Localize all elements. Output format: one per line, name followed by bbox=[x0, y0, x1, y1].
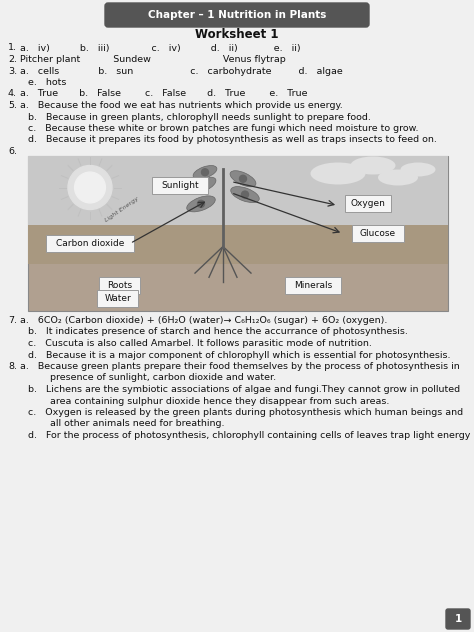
Text: b.   Because in green plants, chlorophyll needs sunlight to prepare food.: b. Because in green plants, chlorophyll … bbox=[28, 112, 371, 121]
FancyBboxPatch shape bbox=[46, 235, 134, 252]
Ellipse shape bbox=[231, 186, 259, 202]
Text: presence of sunlight, carbon dioxide and water.: presence of sunlight, carbon dioxide and… bbox=[32, 374, 276, 382]
Text: e.   hots: e. hots bbox=[28, 78, 66, 87]
FancyBboxPatch shape bbox=[98, 290, 138, 307]
Text: b.   It indicates presence of starch and hence the accurrance of photosynthesis.: b. It indicates presence of starch and h… bbox=[28, 327, 408, 336]
Text: d.   Because it prepares its food by photosynthesis as well as traps insects to : d. Because it prepares its food by photo… bbox=[28, 135, 437, 145]
FancyBboxPatch shape bbox=[152, 177, 208, 194]
Text: 1: 1 bbox=[455, 614, 462, 624]
Text: c.   Cuscuta is also called Amarbel. It follows parasitic mode of nutrition.: c. Cuscuta is also called Amarbel. It fo… bbox=[28, 339, 372, 348]
Text: Carbon dioxide: Carbon dioxide bbox=[56, 239, 124, 248]
FancyBboxPatch shape bbox=[285, 277, 341, 294]
Ellipse shape bbox=[193, 166, 217, 179]
Ellipse shape bbox=[350, 157, 395, 174]
Text: Sunlight: Sunlight bbox=[161, 181, 199, 190]
Text: 6.: 6. bbox=[8, 147, 17, 156]
Circle shape bbox=[68, 166, 112, 209]
Ellipse shape bbox=[187, 196, 215, 212]
Text: Chapter – 1 Nutrition in Plants: Chapter – 1 Nutrition in Plants bbox=[148, 10, 326, 20]
Text: Light Energy: Light Energy bbox=[104, 196, 140, 223]
Text: Minerals: Minerals bbox=[294, 281, 332, 290]
Text: Oxygen: Oxygen bbox=[351, 199, 385, 208]
Text: Roots: Roots bbox=[108, 281, 133, 290]
Text: Worksheet 1: Worksheet 1 bbox=[195, 28, 279, 40]
FancyBboxPatch shape bbox=[28, 155, 448, 248]
FancyBboxPatch shape bbox=[446, 609, 470, 629]
Text: a.   True       b.   False        c.   False       d.   True        e.   True: a. True b. False c. False d. True e. Tru… bbox=[20, 90, 308, 99]
Text: Glucose: Glucose bbox=[360, 229, 396, 238]
FancyBboxPatch shape bbox=[100, 277, 140, 294]
Circle shape bbox=[241, 191, 248, 198]
Circle shape bbox=[201, 169, 209, 176]
Text: c.   Oxygen is released by the green plants during photosynthesis which human be: c. Oxygen is released by the green plant… bbox=[28, 408, 463, 417]
Text: all other animals need for breathing.: all other animals need for breathing. bbox=[32, 420, 225, 428]
FancyBboxPatch shape bbox=[352, 225, 404, 242]
Text: a.   Because the food we eat has nutrients which provide us energy.: a. Because the food we eat has nutrients… bbox=[20, 101, 343, 110]
Text: d.   For the process of photosynthesis, chlorophyll containing cells of leaves t: d. For the process of photosynthesis, ch… bbox=[28, 431, 470, 440]
FancyBboxPatch shape bbox=[345, 195, 391, 212]
FancyBboxPatch shape bbox=[28, 225, 448, 264]
Text: a.   iv)          b.   iii)              c.   iv)          d.   ii)            e: a. iv) b. iii) c. iv) d. ii) e bbox=[20, 44, 301, 52]
Ellipse shape bbox=[401, 162, 436, 176]
Ellipse shape bbox=[230, 171, 256, 187]
Circle shape bbox=[198, 200, 204, 207]
Text: d.   Because it is a major component of chlorophyll which is essential for photo: d. Because it is a major component of ch… bbox=[28, 351, 450, 360]
Ellipse shape bbox=[378, 169, 418, 186]
Text: Water: Water bbox=[105, 294, 131, 303]
Text: area containing sulphur dioxide hence they disappear from such areas.: area containing sulphur dioxide hence th… bbox=[32, 396, 389, 406]
Text: 7.: 7. bbox=[8, 316, 17, 325]
Text: Pitcher plant           Sundew                        Venus flytrap: Pitcher plant Sundew Venus flytrap bbox=[20, 55, 286, 64]
Text: 5.: 5. bbox=[8, 101, 17, 110]
FancyBboxPatch shape bbox=[28, 155, 448, 310]
Ellipse shape bbox=[190, 177, 216, 193]
Text: a.   Because green plants prepare their food themselves by the process of photos: a. Because green plants prepare their fo… bbox=[20, 362, 460, 371]
Text: b.   Lichens are the symbiotic associations of algae and fungi.They cannot grow : b. Lichens are the symbiotic association… bbox=[28, 385, 460, 394]
Ellipse shape bbox=[310, 162, 365, 185]
Circle shape bbox=[239, 175, 246, 182]
FancyBboxPatch shape bbox=[105, 3, 369, 27]
Text: 4.: 4. bbox=[8, 90, 17, 99]
Text: a.   6CO₂ (Carbon dioxide) + (6H₂O (water)→ C₆H₁₂O₆ (sugar) + 6O₂ (oxygen).: a. 6CO₂ (Carbon dioxide) + (6H₂O (water)… bbox=[20, 316, 387, 325]
Text: 1.: 1. bbox=[8, 44, 17, 52]
Circle shape bbox=[74, 172, 105, 203]
Text: a.   cells             b.   sun                   c.   carbohydrate         d.  : a. cells b. sun c. carbohydrate d. bbox=[20, 66, 343, 75]
Text: 8.: 8. bbox=[8, 362, 17, 371]
Text: 2.: 2. bbox=[8, 55, 17, 64]
Text: 3.: 3. bbox=[8, 66, 17, 75]
Circle shape bbox=[200, 182, 207, 189]
Text: c.   Because these white or brown patches are fungi which need moisture to grow.: c. Because these white or brown patches … bbox=[28, 124, 419, 133]
